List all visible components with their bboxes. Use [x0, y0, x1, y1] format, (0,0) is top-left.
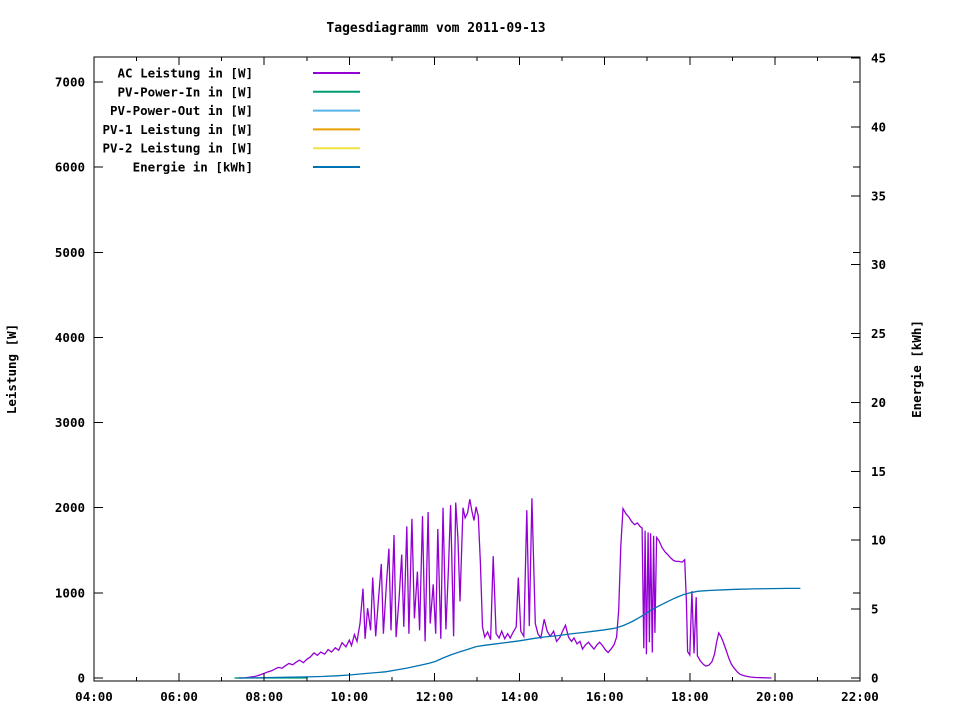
- y2-tick-label: 0: [871, 671, 879, 686]
- y2-tick-label: 35: [871, 188, 886, 203]
- legend-label-pv-power-out-in-w: PV-Power-Out in [W]: [110, 103, 253, 118]
- y2-tick-label: 20: [871, 395, 886, 410]
- y1-tick-label: 0: [77, 671, 85, 686]
- legend-label-ac-leistung-in-w: AC Leistung in [W]: [118, 66, 253, 81]
- axis-ticks: [93, 57, 861, 681]
- y1-axis-label: Leistung [W]: [4, 324, 19, 414]
- legend-label-energie-in-kwh: Energie in [kWh]: [133, 160, 253, 175]
- y2-tick-label: 5: [871, 602, 879, 617]
- y1-tick-label: 3000: [55, 415, 85, 430]
- y1-tick-label: 2000: [55, 500, 85, 515]
- x-tick-label: 14:00: [501, 689, 539, 704]
- x-tick-label: 22:00: [841, 689, 879, 704]
- x-tick-label: 16:00: [586, 689, 624, 704]
- x-tick-label: 06:00: [160, 689, 198, 704]
- axis-tick-labels: 04:00 06:00 08:00 10:00 12:00 14:00 16:00 18:00…: [55, 51, 886, 705]
- y2-axis-label: Energie [kWh]: [909, 320, 924, 418]
- legend-label-pv-2-leistung-in-w: PV-2 Leistung in [W]: [102, 141, 253, 156]
- legend-label-pv-1-leistung-in-w: PV-1 Leistung in [W]: [102, 122, 253, 137]
- y1-tick-label: 4000: [55, 330, 85, 345]
- y1-tick-label: 5000: [55, 245, 85, 260]
- x-tick-label: 18:00: [671, 689, 709, 704]
- y2-tick-label: 25: [871, 326, 886, 341]
- y1-tick-label: 7000: [55, 75, 85, 90]
- chart-title: Tagesdiagramm vom 2011-09-13: [326, 21, 545, 36]
- y2-tick-label: 15: [871, 464, 886, 479]
- series-lines: [234, 498, 801, 679]
- y2-tick-label: 45: [871, 51, 886, 66]
- series-line-ac-leistung-in-w: [235, 498, 772, 679]
- y1-tick-label: 1000: [55, 585, 85, 600]
- series-line-energie-in-kwh: [238, 587, 801, 679]
- x-tick-label: 12:00: [416, 689, 454, 704]
- legend-label-pv-power-in-in-w: PV-Power-In in [W]: [118, 84, 253, 99]
- y2-tick-label: 30: [871, 257, 886, 272]
- x-tick-label: 20:00: [756, 689, 794, 704]
- x-tick-label: 04:00: [75, 689, 113, 704]
- chart-legend: AC Leistung in [W] PV-Power-In in [W] PV-P…: [102, 66, 360, 175]
- y2-tick-label: 10: [871, 533, 886, 548]
- x-tick-label: 08:00: [245, 689, 283, 704]
- y2-tick-label: 40: [871, 119, 886, 134]
- y1-tick-label: 6000: [55, 160, 85, 175]
- x-tick-label: 10:00: [331, 689, 369, 704]
